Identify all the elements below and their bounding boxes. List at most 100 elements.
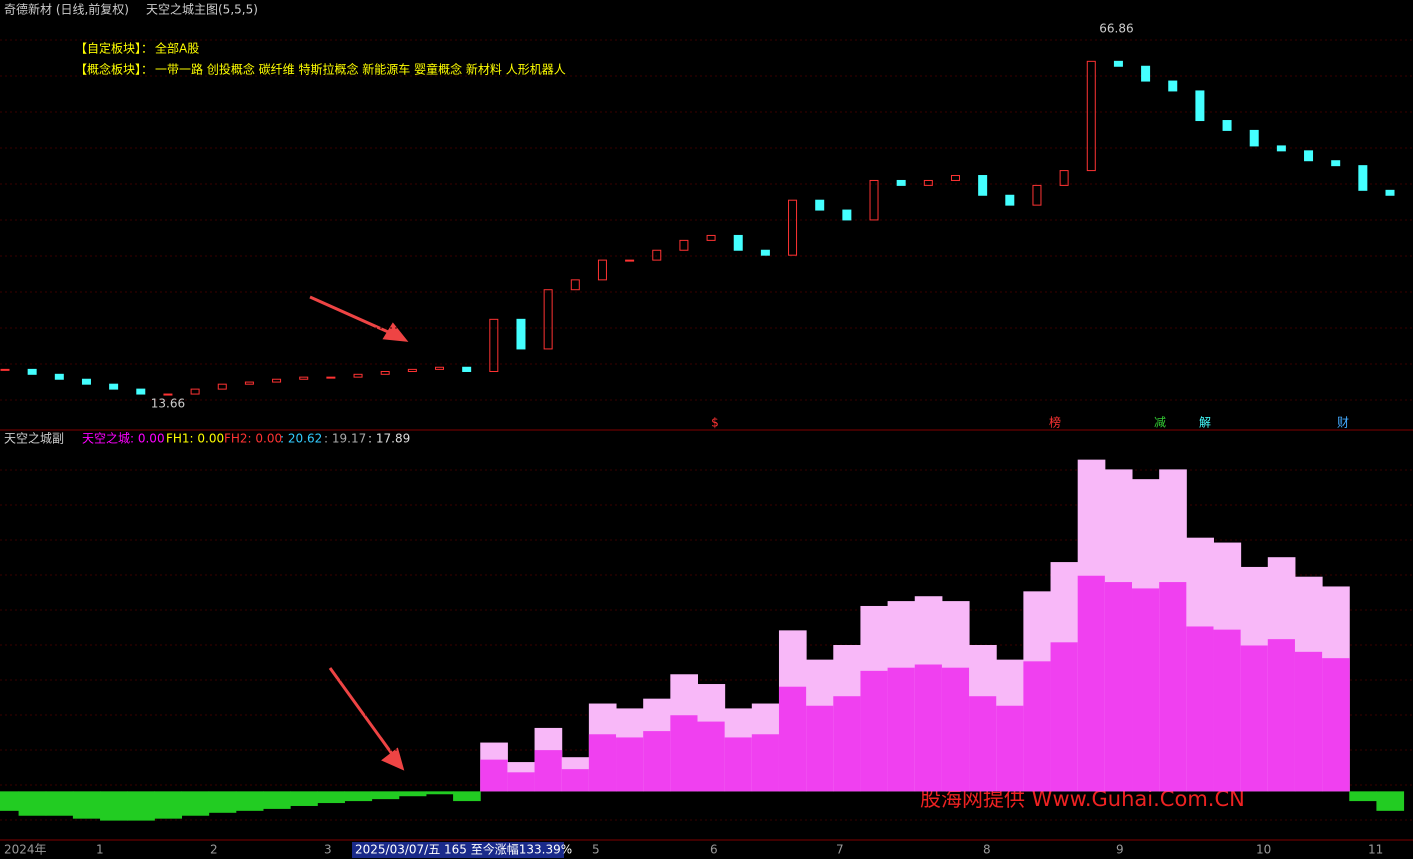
sub-bar	[453, 791, 481, 802]
sub-bar-core	[1159, 582, 1187, 792]
sub-bar-core	[534, 750, 563, 792]
sub-bar	[181, 791, 210, 816]
status-box	[352, 842, 564, 858]
candle	[380, 370, 390, 375]
concept-label: 【概念板块】：	[75, 62, 153, 77]
sub-bar	[100, 791, 128, 821]
sub-bar-core	[887, 667, 916, 792]
sub-bar-core	[1322, 658, 1350, 792]
sub-bar-core	[914, 664, 943, 792]
sub-bar-core	[561, 769, 590, 792]
x-tick-label: 1	[96, 843, 104, 857]
candle	[27, 368, 37, 375]
candle	[1304, 150, 1314, 162]
sub-bar-core	[588, 734, 617, 792]
sub-bar	[18, 791, 47, 816]
event-mark: 财	[1337, 416, 1349, 430]
candle	[1276, 145, 1286, 152]
candle	[978, 175, 988, 196]
sub-bar-core	[751, 734, 780, 792]
candle	[299, 376, 309, 380]
v1-value: : 20.62	[280, 432, 322, 446]
sub-bar	[45, 791, 74, 816]
candle	[1385, 189, 1395, 196]
candle	[109, 383, 119, 390]
sub-bar-core	[1104, 582, 1133, 792]
sub-bar-core	[616, 737, 644, 792]
sub-bar	[262, 791, 291, 809]
candle	[1113, 60, 1123, 67]
candle	[625, 259, 635, 262]
sub-bar-core	[969, 696, 997, 792]
sub-bar-core	[643, 731, 671, 792]
sub-bar-core	[778, 686, 807, 792]
sub-title[interactable]: 天空之城副	[4, 432, 64, 446]
sub-bar	[72, 791, 101, 819]
candle	[733, 234, 743, 251]
sub-bar-core	[724, 737, 753, 792]
x-tick-label: 5	[592, 843, 600, 857]
candle	[597, 259, 607, 281]
candle	[652, 249, 662, 261]
sub-bar-core	[480, 759, 508, 792]
sub-bar-core	[670, 715, 698, 792]
sub-bar	[371, 791, 400, 800]
sub-bar-core	[1050, 642, 1079, 792]
sub-bar-core	[833, 696, 861, 792]
sub-bar	[235, 791, 264, 811]
fh2-value: FH2: 0.00	[224, 432, 282, 446]
sub-bar-core	[860, 670, 889, 792]
custom-value: 全部A股	[155, 41, 199, 56]
x-tick-label: 6	[710, 843, 718, 857]
event-mark: 榜	[1049, 415, 1061, 430]
candle	[163, 393, 173, 396]
candle	[326, 376, 336, 379]
sub-bar	[344, 791, 373, 802]
event-mark: 解	[1199, 416, 1211, 430]
x-tick-label: 9	[1116, 843, 1124, 857]
candle	[516, 318, 526, 350]
candle	[1168, 80, 1178, 92]
candle	[1032, 184, 1042, 206]
x-tick-label: 2	[210, 843, 218, 857]
candle	[1249, 129, 1259, 147]
candle	[1141, 65, 1151, 82]
candle	[679, 239, 689, 251]
candle	[815, 199, 825, 211]
concept-value: 一带一路 创投概念 碳纤维 特斯拉概念 新能源车 婴童概念 新材料 人形机器人	[155, 62, 566, 77]
sub-bar	[1349, 791, 1377, 802]
sub-bar	[1376, 791, 1405, 811]
sub-bar	[398, 791, 427, 797]
candle	[706, 234, 716, 241]
sub-bar-core	[1132, 588, 1160, 792]
candle	[842, 209, 852, 221]
x-tick-label: 7	[836, 843, 844, 857]
candle	[896, 179, 906, 186]
v2-value: : 19.17	[324, 432, 366, 446]
candle	[543, 289, 553, 350]
sub-bar-core	[507, 772, 536, 792]
arrows	[309, 295, 409, 771]
candle	[1358, 165, 1368, 191]
candle	[1331, 160, 1341, 167]
event-mark: 减	[1154, 416, 1166, 430]
sub-bar	[208, 791, 237, 813]
indicator-title[interactable]: 天空之城主图(5,5,5)	[146, 3, 258, 17]
sub-bar-core	[1077, 575, 1106, 792]
sky-value: 天空之城: 0.00	[82, 432, 165, 446]
custom-label: 【自定板块】：	[75, 41, 153, 56]
sub-bar	[290, 791, 318, 806]
sub-bar	[317, 791, 345, 804]
x-tick-label: 2024年	[4, 843, 47, 857]
sub-bar	[127, 791, 155, 821]
low-label: 13.66	[151, 397, 185, 411]
candle	[923, 179, 933, 186]
candle	[869, 179, 879, 221]
candle	[136, 388, 146, 395]
x-tick-label: 10	[1256, 843, 1271, 857]
candle	[1005, 194, 1015, 206]
candle	[1059, 170, 1069, 186]
sub-bar-core	[697, 721, 726, 792]
candle	[1222, 120, 1232, 131]
